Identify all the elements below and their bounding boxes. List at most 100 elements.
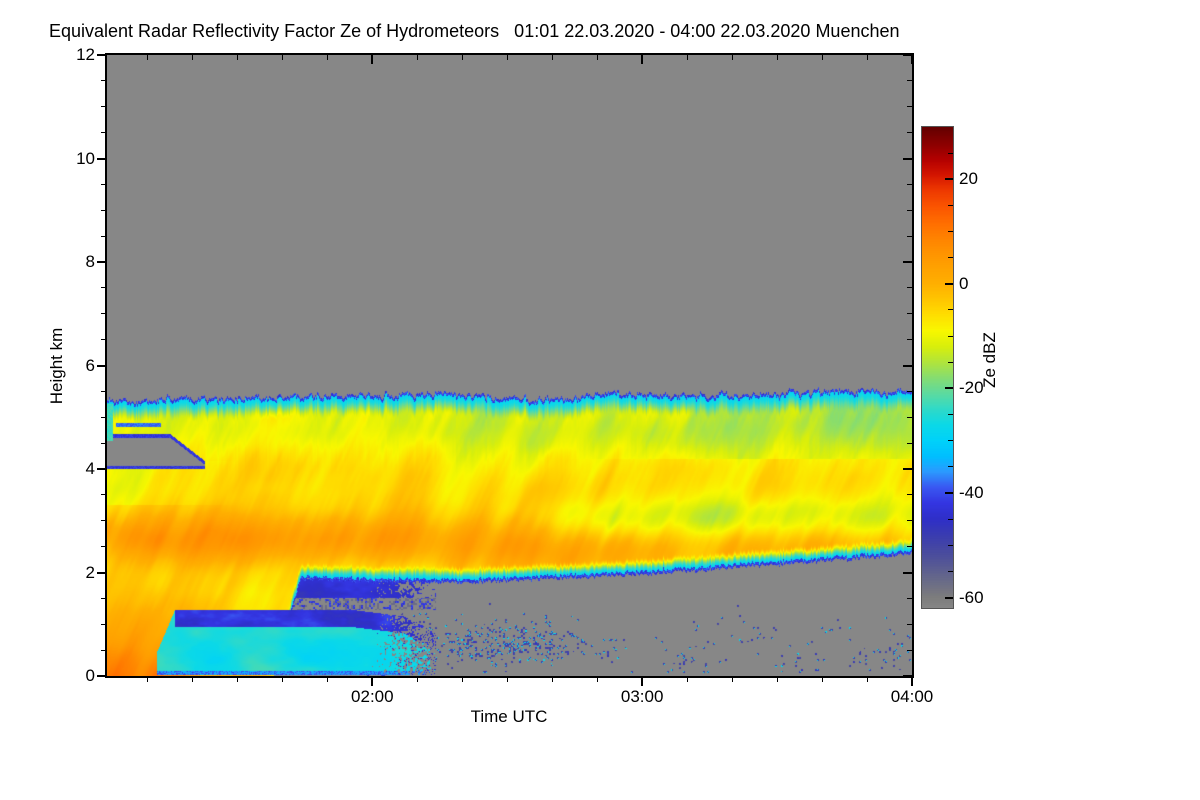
x-axis-major-tick xyxy=(641,676,644,686)
x-axis-minor-tick xyxy=(776,676,778,682)
x-axis-minor-tick xyxy=(191,676,193,682)
x-axis-tick-label: 03:00 xyxy=(620,687,664,706)
y-axis-minor-tick xyxy=(101,494,107,496)
x-axis-minor-tick-top xyxy=(596,55,598,60)
colorbar-major-tick xyxy=(945,282,953,285)
x-axis-minor-tick-top xyxy=(551,55,553,60)
reflectivity-heatmap-canvas xyxy=(107,55,912,676)
x-axis-minor-tick-top xyxy=(326,55,328,60)
colorbar-minor-tick xyxy=(948,361,953,363)
x-axis-minor-tick xyxy=(596,676,598,682)
y-axis-minor-tick xyxy=(101,106,107,108)
y-axis-minor-tick xyxy=(101,546,107,548)
x-axis-minor-tick-top xyxy=(146,55,148,60)
y-axis-major-tick-right xyxy=(903,364,912,367)
y-axis-major-tick-right xyxy=(903,675,912,677)
colorbar-minor-tick xyxy=(948,257,953,259)
y-axis-tick-label: 0 xyxy=(85,666,95,685)
x-axis-major-tick-top xyxy=(911,55,913,64)
x-axis-minor-tick-top xyxy=(191,55,193,60)
y-axis-minor-tick-right xyxy=(907,442,912,444)
x-axis-minor-tick-top xyxy=(416,55,418,60)
colorbar-tick-label: -40 xyxy=(959,482,984,502)
x-axis-minor-tick xyxy=(551,676,553,682)
x-axis-minor-tick xyxy=(506,676,508,682)
colorbar-minor-tick xyxy=(948,466,953,468)
y-axis-major-tick-right xyxy=(903,261,912,263)
y-axis-minor-tick-right xyxy=(907,313,912,315)
colorbar-minor-tick xyxy=(948,414,953,416)
y-axis-minor-tick xyxy=(101,520,107,522)
colorbar-minor-tick xyxy=(948,570,953,572)
y-axis-minor-tick xyxy=(101,442,107,444)
y-axis-major-tick-right xyxy=(903,571,912,574)
x-axis-minor-tick-top xyxy=(236,55,238,60)
x-axis-minor-tick xyxy=(461,676,463,682)
colorbar-minor-tick xyxy=(948,231,953,233)
y-axis-tick-label: 4 xyxy=(85,459,95,478)
colorbar-minor-tick xyxy=(948,335,953,337)
y-axis-minor-tick xyxy=(101,209,107,211)
colorbar-major-tick xyxy=(945,178,953,181)
colorbar-tick-label: 0 xyxy=(959,273,969,293)
colorbar-minor-tick xyxy=(948,152,953,154)
y-axis-tick-label: 8 xyxy=(85,252,95,271)
x-axis-minor-tick xyxy=(146,676,148,682)
colorbar-tick-label: -60 xyxy=(959,587,984,607)
x-axis-minor-tick-top xyxy=(731,55,733,60)
y-axis-minor-tick-right xyxy=(907,520,912,522)
y-axis-minor-tick-right xyxy=(907,416,912,418)
colorbar-minor-tick xyxy=(948,204,953,206)
x-axis-minor-tick-top xyxy=(461,55,463,60)
x-axis-minor-tick-top xyxy=(776,55,778,60)
y-axis-minor-tick-right xyxy=(907,649,912,651)
y-axis-minor-tick xyxy=(101,649,107,651)
y-axis-minor-tick-right xyxy=(907,183,912,185)
y-axis-minor-tick-right xyxy=(907,106,912,108)
x-axis-minor-tick xyxy=(686,676,688,682)
x-axis-minor-tick-top xyxy=(506,55,508,60)
y-axis-minor-tick-right xyxy=(907,390,912,392)
y-axis-minor-tick-right xyxy=(907,80,912,82)
colorbar-minor-tick xyxy=(948,440,953,442)
x-axis-minor-tick xyxy=(326,676,328,682)
y-axis-major-tick xyxy=(97,571,107,574)
y-axis-tick-label: 12 xyxy=(76,45,95,64)
x-axis-minor-tick-top xyxy=(821,55,823,60)
y-axis-minor-tick xyxy=(101,183,107,185)
x-axis-major-tick xyxy=(371,676,374,686)
x-axis-major-tick xyxy=(911,676,913,686)
y-axis-major-tick-right xyxy=(903,157,912,160)
y-axis-minor-tick-right xyxy=(907,623,912,625)
y-axis-minor-tick xyxy=(101,623,107,625)
x-axis-minor-tick xyxy=(236,676,238,682)
chart-title: Equivalent Radar Reflectivity Factor Ze … xyxy=(49,21,900,41)
y-axis-major-tick xyxy=(97,261,107,263)
colorbar-major-tick xyxy=(945,387,953,390)
y-axis-minor-tick xyxy=(101,313,107,315)
y-axis-minor-tick-right xyxy=(907,546,912,548)
y-axis-minor-tick xyxy=(101,597,107,599)
y-axis-minor-tick xyxy=(101,416,107,418)
y-axis-minor-tick-right xyxy=(907,339,912,341)
y-axis-major-tick-right xyxy=(903,468,912,470)
y-axis-minor-tick-right xyxy=(907,132,912,134)
y-axis-tick-label: 10 xyxy=(76,148,95,168)
x-axis-minor-tick xyxy=(416,676,418,682)
x-axis-major-tick-top xyxy=(641,55,644,64)
y-axis-minor-tick-right xyxy=(907,209,912,211)
y-axis-minor-tick xyxy=(101,80,107,82)
y-axis-major-tick xyxy=(97,364,107,367)
colorbar-minor-tick xyxy=(948,309,953,311)
colorbar-gradient xyxy=(921,126,954,609)
x-axis-minor-tick xyxy=(281,676,283,682)
x-axis-major-tick-top xyxy=(371,55,374,64)
colorbar-minor-tick xyxy=(948,518,953,520)
x-axis-minor-tick xyxy=(731,676,733,682)
x-axis-minor-tick-top xyxy=(686,55,688,60)
y-axis-major-tick xyxy=(97,468,107,470)
y-axis-tick-label: 2 xyxy=(85,562,95,582)
x-axis-tick-label: 04:00 xyxy=(890,687,934,706)
y-axis-minor-tick-right xyxy=(907,235,912,237)
